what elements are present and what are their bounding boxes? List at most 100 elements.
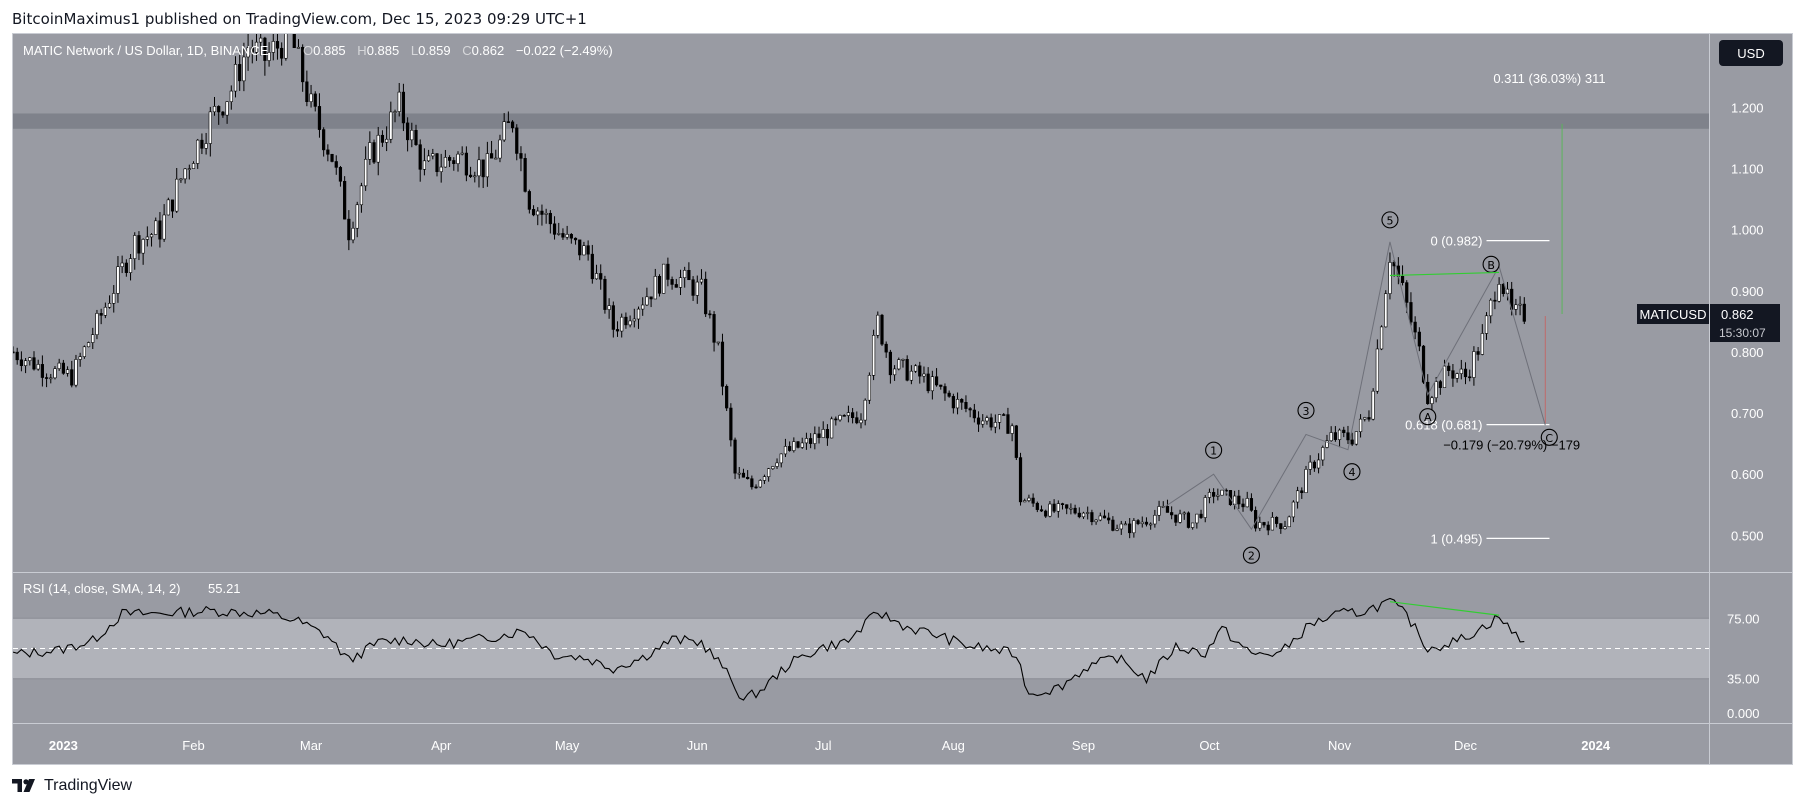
candle-body <box>208 111 212 144</box>
price-tick: 1.000 <box>1731 223 1764 238</box>
chart-canvas[interactable]: 0 (0.982) 0.618 (0.681) 1 (0.495) 0.311 (36… <box>13 34 1792 764</box>
candle-body <box>523 158 527 192</box>
candle-body <box>733 439 737 474</box>
candle-body <box>296 46 301 49</box>
currency-button[interactable]: USD <box>1719 40 1783 66</box>
candle-body <box>1186 512 1191 528</box>
candle-body <box>351 227 355 241</box>
candle-body <box>578 239 582 256</box>
candle-body <box>1254 510 1258 529</box>
rsi-tick: 35.00 <box>1727 672 1760 687</box>
candle-body <box>926 373 930 392</box>
candle-body <box>1497 283 1501 302</box>
candle-body <box>704 278 708 315</box>
fib-label-0618: 0.618 (0.681) <box>1405 418 1482 433</box>
candle-body <box>1472 351 1476 378</box>
candle-body <box>771 466 775 470</box>
chart-frame[interactable]: 0 (0.982) 0.618 (0.681) 1 (0.495) 0.311 (36… <box>12 33 1793 765</box>
candle-body <box>242 56 246 82</box>
candle-body <box>976 417 981 425</box>
candle-body <box>221 111 225 116</box>
candle-body <box>653 276 657 300</box>
candle-body <box>750 478 754 488</box>
candle-body <box>783 446 788 455</box>
candle-body <box>611 305 615 330</box>
candle-body <box>1077 512 1081 518</box>
candle-body <box>527 191 531 210</box>
currency-button-label[interactable]: USD <box>1737 46 1764 61</box>
candle-body <box>809 438 813 444</box>
candle-body <box>725 386 729 409</box>
candle-body <box>1291 501 1295 518</box>
candle-body <box>792 441 796 451</box>
elliott-wave-path <box>1162 241 1546 531</box>
candle-body <box>708 313 712 316</box>
candle-body <box>271 41 275 53</box>
wave-label-circle <box>1205 441 1223 459</box>
candle-body <box>506 121 510 123</box>
candle-body <box>548 212 552 225</box>
candle-body <box>838 415 842 421</box>
candle-body <box>70 369 74 386</box>
candle-body <box>947 392 951 397</box>
candle-body <box>1312 461 1316 469</box>
candle-body <box>1468 376 1472 379</box>
candle-body <box>607 305 611 310</box>
time-tick: 2023 <box>49 738 78 753</box>
candle-body <box>800 442 804 448</box>
candle-body <box>1249 498 1254 511</box>
candle-body <box>620 316 624 332</box>
candle-body <box>851 412 855 418</box>
candle-body <box>99 313 103 316</box>
candle-body <box>1304 469 1308 494</box>
candle-body <box>1493 299 1497 302</box>
candle-body <box>1199 513 1203 518</box>
time-tick: May <box>555 738 580 753</box>
candle-body <box>813 433 817 444</box>
candle-body <box>758 480 762 488</box>
candle-body <box>1279 523 1283 530</box>
price-badge-symbol: MATICUSD <box>1640 307 1707 322</box>
candle-body <box>1044 510 1048 517</box>
candle-body <box>82 346 86 357</box>
candle-body <box>699 278 704 283</box>
wave-label-circle <box>1540 428 1558 446</box>
time-tick: Jun <box>687 738 708 753</box>
candle-body <box>1241 503 1245 508</box>
candle-body <box>1216 494 1220 497</box>
currency-button-bg[interactable] <box>1719 40 1783 66</box>
candle-body <box>1451 370 1455 379</box>
candle-body <box>1316 459 1321 469</box>
candle-body <box>624 316 628 326</box>
candle-body <box>552 223 557 235</box>
candle-body <box>544 212 548 215</box>
candle-body <box>368 142 372 160</box>
candle-body <box>317 106 322 130</box>
candle-body <box>586 245 590 255</box>
measure-up-label: 0.311 (36.03%) 311 <box>1493 71 1605 86</box>
candle-body <box>1275 516 1279 524</box>
candle-body <box>1409 302 1413 323</box>
candle-body <box>158 220 162 240</box>
candle-body <box>1073 507 1077 514</box>
candle-body <box>372 142 376 163</box>
candle-body <box>603 278 607 310</box>
tradingview-footer[interactable]: TradingView <box>12 777 132 795</box>
candle-body <box>565 234 569 238</box>
candle-body <box>569 234 573 239</box>
candle-body <box>1405 282 1409 303</box>
candle-body <box>141 239 145 254</box>
candle-body <box>103 306 107 316</box>
candle-body <box>1056 503 1060 512</box>
candle-body <box>275 41 280 49</box>
candle-body <box>170 199 175 212</box>
candle-body <box>460 152 464 155</box>
price-badge-countdown: 15:30:07 <box>1719 326 1766 340</box>
candle-body <box>746 476 750 480</box>
candle-body <box>49 377 53 380</box>
candle-body <box>313 93 317 107</box>
candle-body <box>615 329 620 332</box>
candle-body <box>536 210 540 216</box>
candle-body <box>149 234 154 238</box>
candle-body <box>880 314 884 345</box>
